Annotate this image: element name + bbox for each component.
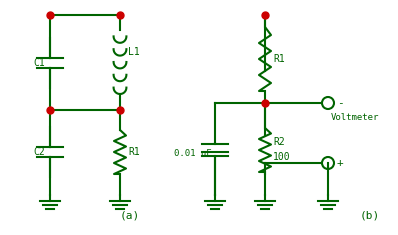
Text: Voltmeter: Voltmeter [331, 113, 379, 121]
Text: -: - [337, 98, 344, 108]
Text: 0.01 uF: 0.01 uF [174, 149, 212, 158]
Text: +: + [337, 158, 344, 168]
Text: (a): (a) [120, 210, 140, 220]
Text: R2: R2 [273, 137, 285, 147]
Text: 100: 100 [273, 152, 291, 162]
Text: C2: C2 [33, 147, 45, 157]
Text: L1: L1 [128, 47, 140, 57]
Text: C1: C1 [33, 58, 45, 68]
Text: (b): (b) [360, 210, 380, 220]
Text: R1: R1 [273, 54, 285, 64]
Text: R1: R1 [128, 147, 140, 157]
